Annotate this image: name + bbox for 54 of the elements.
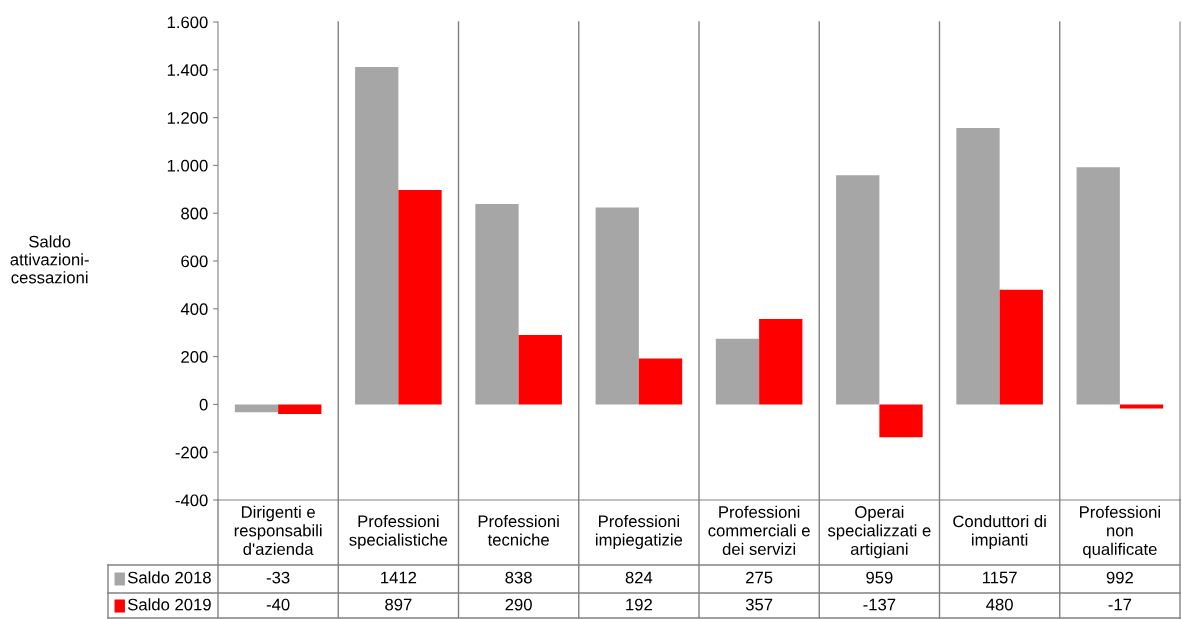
data-label: 192 — [626, 598, 652, 611]
data-label: 824 — [625, 571, 653, 584]
x-tick-label: Dirigenti e responsabili d'azienda — [234, 505, 322, 556]
legend-label: Saldo 2019 — [128, 598, 211, 611]
bar — [278, 404, 322, 414]
y-tick-label: -400 — [175, 494, 208, 507]
data-label: 480 — [986, 598, 1013, 611]
bar — [715, 338, 760, 405]
bar — [234, 404, 279, 413]
data-label: 838 — [505, 571, 532, 584]
data-label: 992 — [1106, 571, 1133, 584]
x-tick-label: Professioni non qualificate — [1080, 505, 1160, 559]
bar — [475, 204, 519, 405]
data-label: 290 — [505, 598, 532, 611]
bar — [518, 335, 562, 405]
data-label: 959 — [866, 571, 893, 584]
bar — [759, 319, 803, 405]
data-label: -17 — [1108, 598, 1132, 611]
y-tick-label: 1.600 — [167, 16, 208, 29]
x-tick-label: Professioni commerciali e dei servizi — [708, 505, 810, 556]
x-tick-label: Professioni specialistiche — [349, 514, 448, 550]
y-axis-title: Saldo attivazioni- cessazioni — [10, 235, 89, 284]
y-tick-label: 1.000 — [167, 159, 208, 172]
bar — [999, 289, 1043, 405]
data-label: -40 — [266, 598, 290, 611]
y-tick-label: -200 — [175, 446, 208, 459]
data-label: 897 — [385, 598, 412, 611]
bar — [1076, 167, 1120, 405]
data-label: 357 — [745, 598, 773, 611]
x-tick-label: Operai specializzati e artigiani — [827, 505, 931, 559]
bar — [355, 66, 399, 405]
x-tick-label: Professioni tecniche — [478, 514, 559, 546]
data-label: 275 — [746, 571, 773, 584]
data-label: 1412 — [381, 571, 417, 584]
data-label: -137 — [863, 598, 896, 611]
data-label: -33 — [266, 571, 290, 584]
y-tick-label: 600 — [181, 255, 208, 268]
legend-label: Saldo 2018 — [128, 571, 211, 584]
bar — [879, 404, 923, 438]
bar — [398, 190, 442, 405]
y-tick-label: 800 — [181, 207, 208, 220]
bar — [956, 127, 1000, 405]
bar — [595, 207, 639, 405]
y-tick-label: 1.400 — [167, 64, 208, 76]
bar — [1119, 404, 1164, 409]
bar — [836, 175, 880, 405]
y-tick-label: 200 — [181, 351, 208, 363]
x-tick-label: Professioni impiegatizie — [595, 514, 683, 550]
data-label: 1157 — [982, 571, 1017, 584]
y-tick-label: 400 — [180, 303, 208, 315]
bar — [638, 358, 683, 405]
y-tick-label: 1.200 — [167, 112, 208, 124]
x-tick-label: Conduttori di impianti — [953, 514, 1046, 550]
y-tick-label: 0 — [199, 398, 208, 411]
